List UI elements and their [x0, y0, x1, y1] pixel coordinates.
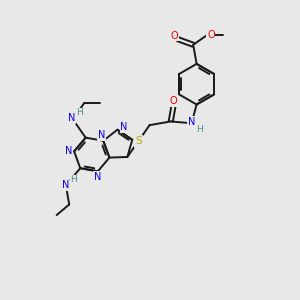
- Text: N: N: [68, 113, 75, 123]
- Text: S: S: [135, 136, 142, 146]
- Text: H: H: [76, 108, 83, 117]
- Text: H: H: [196, 125, 202, 134]
- Text: O: O: [170, 31, 178, 40]
- Text: N: N: [135, 137, 142, 147]
- Text: N: N: [94, 172, 102, 182]
- Text: O: O: [207, 29, 215, 40]
- Text: N: N: [62, 180, 70, 190]
- Text: N: N: [120, 122, 128, 132]
- Text: N: N: [98, 130, 106, 140]
- Text: N: N: [65, 146, 72, 156]
- Text: O: O: [170, 96, 177, 106]
- Text: H: H: [70, 176, 77, 184]
- Text: N: N: [188, 117, 195, 127]
